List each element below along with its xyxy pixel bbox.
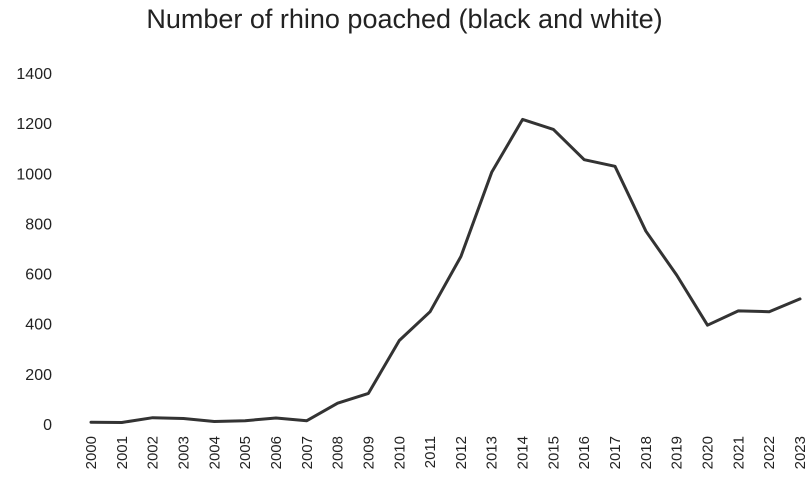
y-tick-label: 200 (25, 367, 52, 384)
data-point (366, 391, 370, 395)
data-point (120, 421, 124, 425)
y-axis-ticks: 0 200 400 600 800 1000 1200 1400 (16, 66, 52, 434)
x-tick-label: 2002 (145, 436, 162, 469)
x-tick-label: 2001 (114, 436, 131, 469)
data-point (644, 229, 648, 233)
x-tick-label: 2008 (330, 436, 347, 469)
x-tick-label: 2019 (669, 436, 686, 469)
y-tick-label: 1000 (16, 166, 52, 183)
x-tick-label: 2009 (360, 436, 377, 469)
chart-title: Number of rhino poached (black and white… (146, 4, 663, 34)
x-tick-label: 2005 (237, 436, 254, 469)
data-point (428, 310, 432, 314)
x-tick-label: 2022 (761, 436, 778, 469)
y-tick-label: 0 (43, 417, 52, 434)
data-point (736, 309, 740, 313)
series-layer (89, 117, 802, 424)
x-tick-label: 2004 (206, 436, 223, 469)
series-line (89, 117, 802, 424)
data-point (336, 401, 340, 405)
x-tick-label: 2012 (453, 436, 470, 469)
data-point (89, 420, 93, 424)
y-tick-label: 400 (25, 317, 52, 334)
x-axis-ticks: 2000 2001 2002 2003 2004 2005 2006 2007 2008 2009… (83, 436, 809, 469)
data-point (212, 420, 216, 424)
data-point (182, 417, 186, 421)
data-point (706, 323, 710, 327)
data-point (521, 117, 525, 121)
data-point (798, 297, 802, 301)
data-point (551, 127, 555, 131)
x-tick-label: 2013 (484, 436, 501, 469)
x-tick-label: 2016 (576, 436, 593, 469)
y-tick-label: 1200 (16, 116, 52, 133)
x-tick-label: 2020 (700, 436, 717, 469)
x-tick-label: 2011 (422, 436, 439, 468)
x-tick-label: 2015 (545, 436, 562, 469)
x-tick-label: 2014 (515, 436, 532, 469)
data-point (675, 273, 679, 277)
data-point (243, 419, 247, 423)
x-tick-label: 2017 (607, 436, 624, 469)
x-tick-label: 2023 (792, 436, 809, 469)
data-point (151, 416, 155, 420)
x-tick-label: 2000 (83, 436, 100, 469)
x-tick-label: 2010 (391, 436, 408, 469)
data-point (490, 170, 494, 174)
data-point (582, 158, 586, 162)
data-point (397, 339, 401, 343)
data-point (459, 255, 463, 259)
data-point (274, 416, 278, 420)
y-tick-label: 800 (25, 216, 52, 233)
data-point (613, 164, 617, 168)
data-point (305, 419, 309, 423)
y-tick-label: 1400 (16, 66, 52, 83)
x-tick-label: 2006 (268, 436, 285, 469)
x-tick-label: 2003 (175, 436, 192, 469)
x-tick-label: 2007 (299, 436, 316, 469)
x-tick-label: 2018 (638, 436, 655, 469)
data-point (767, 310, 771, 314)
y-tick-label: 600 (25, 267, 52, 284)
x-tick-label: 2021 (730, 436, 747, 469)
